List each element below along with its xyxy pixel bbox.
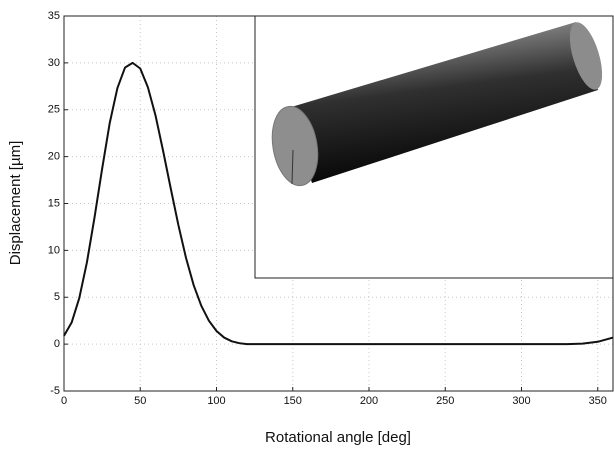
y-tick-label: 0 bbox=[54, 338, 60, 350]
y-tick-label: 30 bbox=[48, 57, 60, 69]
y-tick-label: 35 bbox=[48, 10, 60, 22]
inset-image bbox=[254, 15, 614, 279]
data-line bbox=[63, 61, 614, 346]
cylinder-body bbox=[288, 22, 598, 183]
y-tick-label: -5 bbox=[50, 385, 60, 397]
x-tick-label: 350 bbox=[589, 395, 607, 407]
cylinder-face bbox=[271, 105, 319, 187]
x-tick-label: 250 bbox=[436, 395, 454, 407]
x-axis-title: Rotational angle [deg] bbox=[265, 429, 411, 446]
x-tick-label: 150 bbox=[284, 395, 302, 407]
x-tick-label: 300 bbox=[512, 395, 530, 407]
y-axis-title: Displacement [µm] bbox=[7, 141, 24, 266]
y-tick-label: 25 bbox=[48, 104, 60, 116]
y-tick-label: 15 bbox=[48, 197, 60, 209]
x-tick-label: 50 bbox=[134, 395, 146, 407]
cylinder-end bbox=[569, 22, 603, 90]
x-tick-label: 0 bbox=[61, 395, 67, 407]
x-tick-label: 100 bbox=[207, 395, 225, 407]
y-tick-label: 20 bbox=[48, 151, 60, 163]
y-tick-label: 5 bbox=[54, 291, 60, 303]
x-tick-label: 200 bbox=[360, 395, 378, 407]
cylinder-mark bbox=[291, 149, 294, 185]
y-tick-label: 10 bbox=[48, 244, 60, 256]
